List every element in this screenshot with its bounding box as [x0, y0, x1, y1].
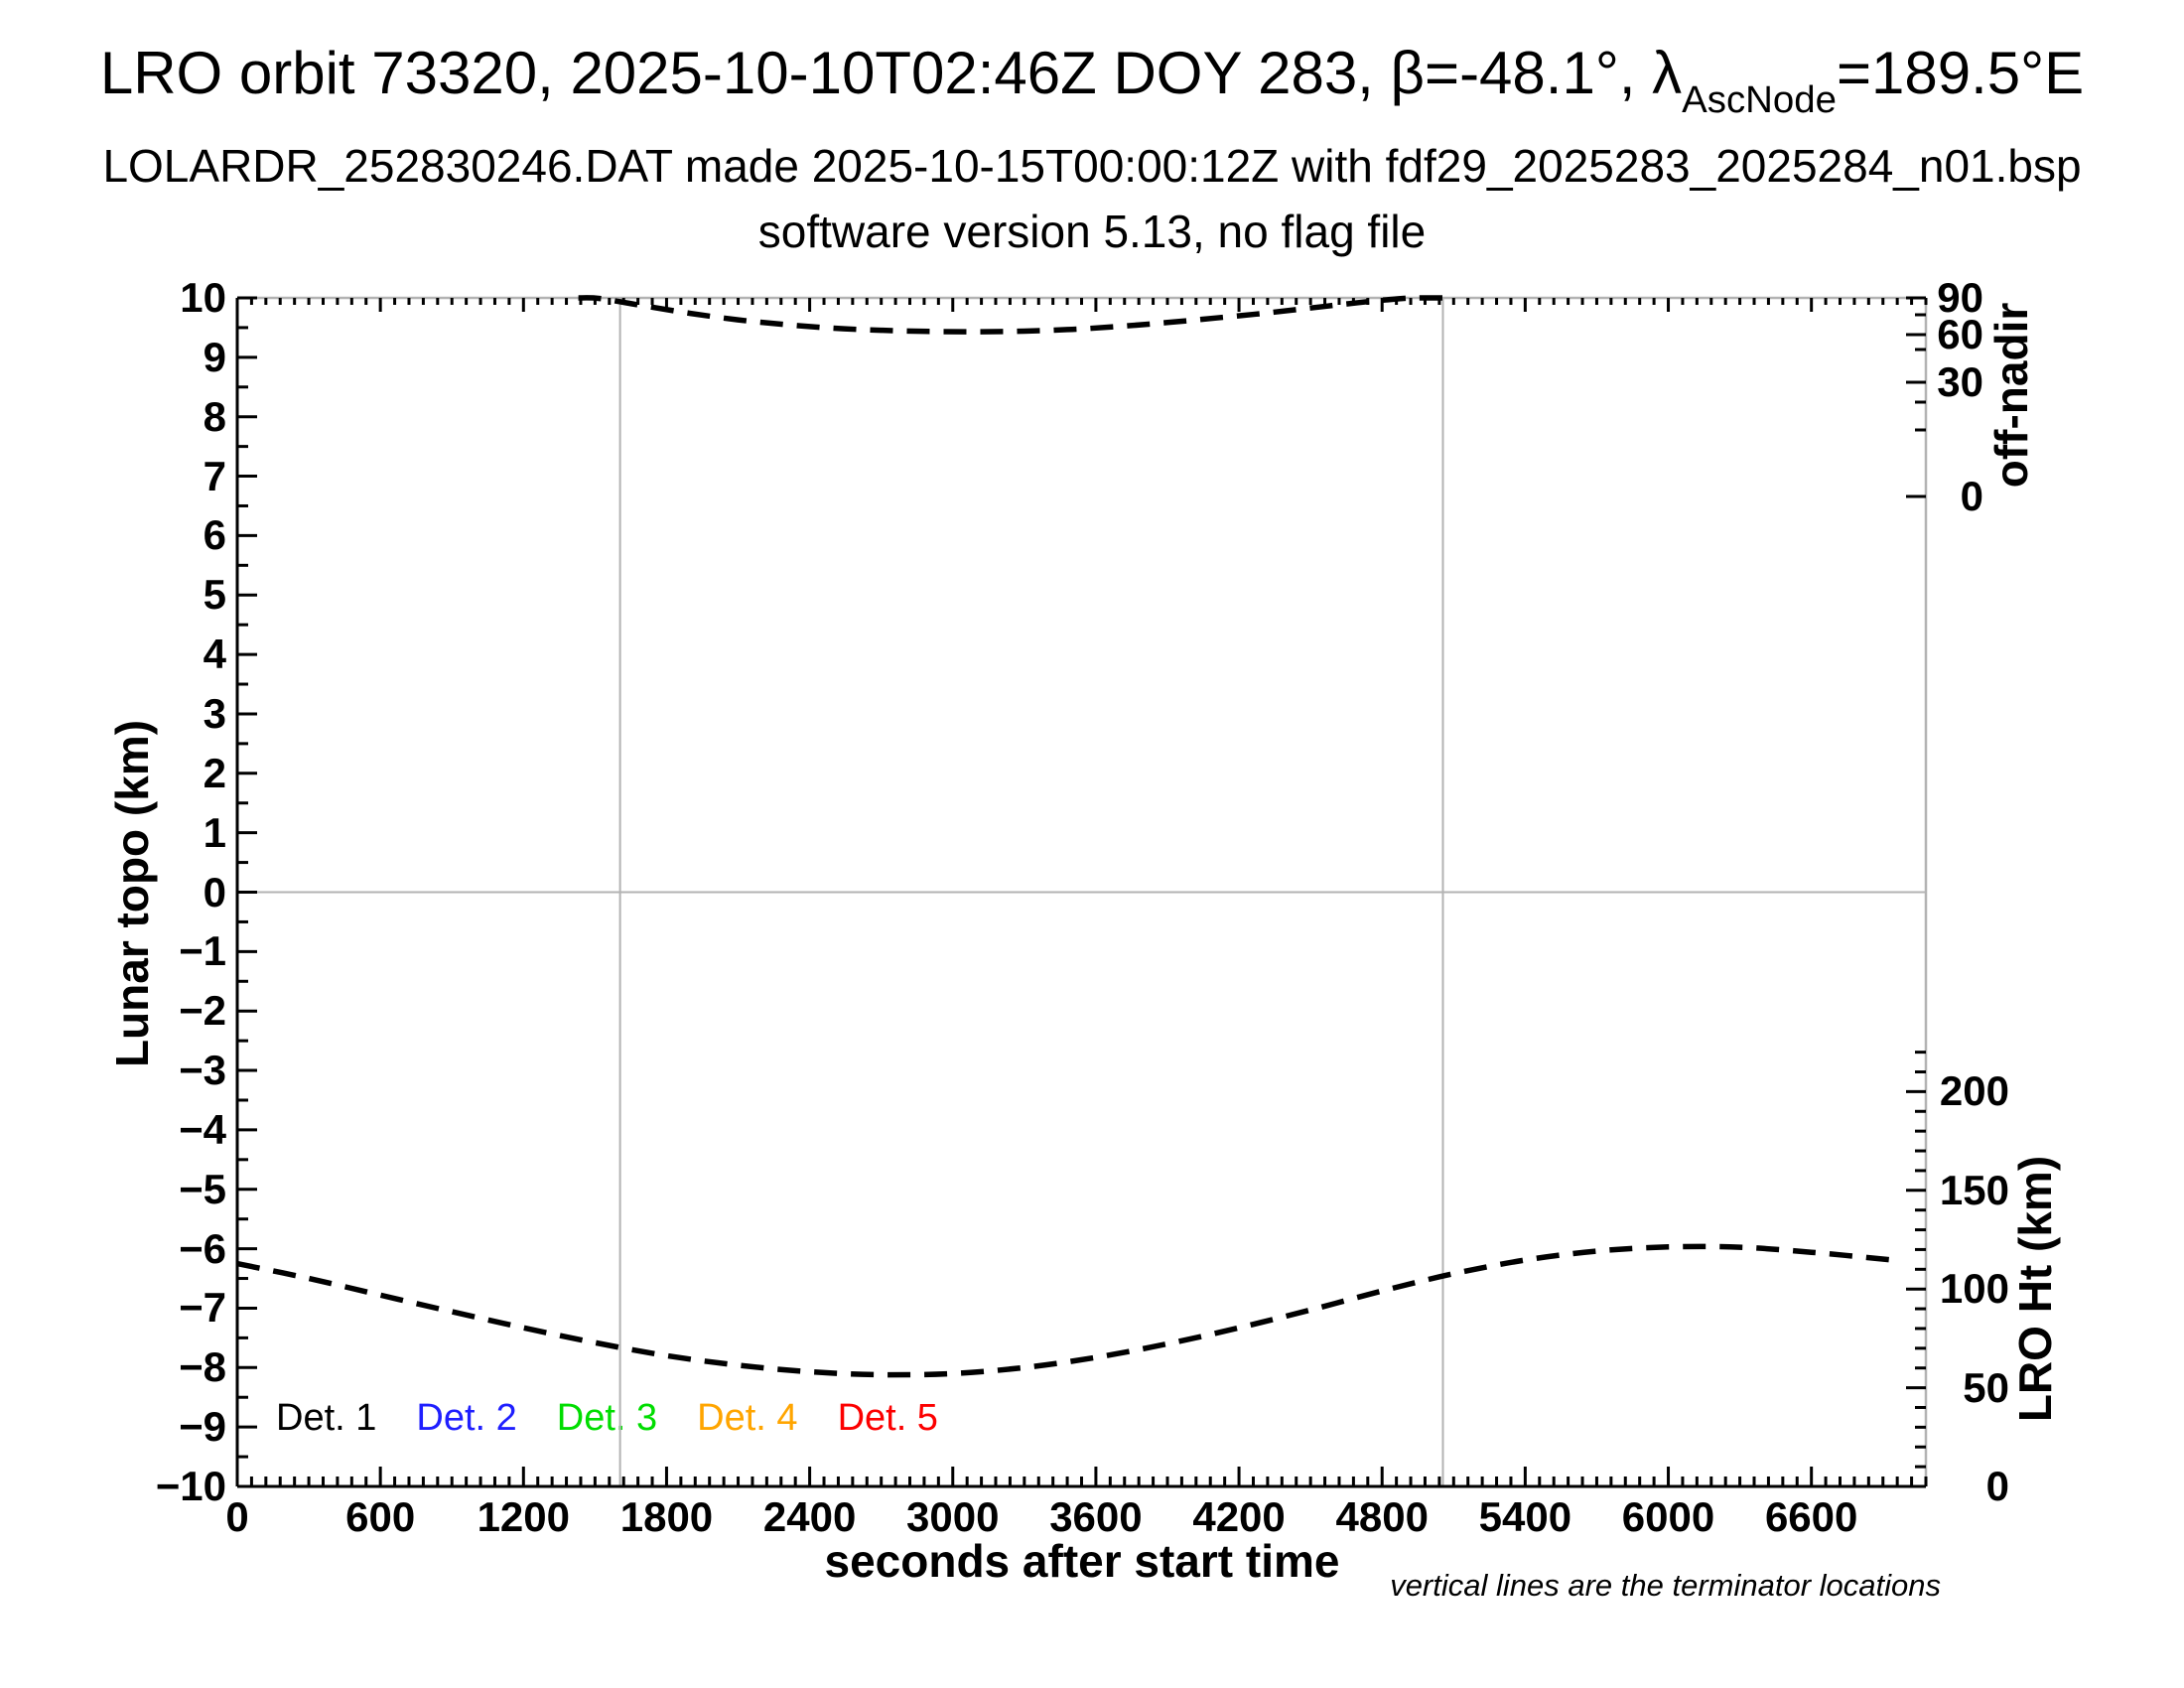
legend-item-det2: Det. 2 [416, 1397, 517, 1439]
y-left-tick-label-−1: −1 [179, 927, 226, 975]
subtitle-version-line: software version 5.13, no flag file [757, 206, 1427, 257]
y-left-tick-label-4: 4 [203, 631, 226, 678]
y-left-tick-label-6: 6 [203, 511, 226, 559]
page-title: LRO orbit 73320, 2025-10-10T02:46Z DOY 2… [0, 40, 2184, 119]
y-left-tick-label-0: 0 [203, 868, 226, 915]
off-nadir-tick-label-60: 60 [1937, 311, 1983, 357]
legend-item-det3: Det. 3 [556, 1397, 658, 1439]
x-tick-label-0: 0 [225, 1493, 249, 1540]
y-left-tick-label-−10: −10 [155, 1463, 226, 1509]
y-left-tick-label-−2: −2 [179, 987, 226, 1035]
y-left-tick-label-−9: −9 [179, 1403, 226, 1451]
terminator-note: vertical lines are the terminator locati… [1390, 1568, 1941, 1603]
y-left-tick-label-−4: −4 [179, 1105, 226, 1153]
lro-ht-tick-label-150: 150 [1939, 1166, 2009, 1213]
y-left-tick-label-9: 9 [203, 333, 226, 380]
x-tick-label-600: 600 [345, 1493, 416, 1540]
y-left-tick-label-1: 1 [203, 808, 226, 856]
legend-item-det4: Det. 4 [697, 1397, 798, 1439]
y-left-tick-label-7: 7 [203, 452, 226, 499]
legend-item-det5: Det. 5 [837, 1397, 938, 1439]
y-left-tick-label-8: 8 [203, 392, 226, 440]
subtitle-file-line: LOLARDR_252830246.DAT made 2025-10-15T00… [102, 140, 2082, 192]
y-left-tick-label-−7: −7 [179, 1284, 226, 1332]
detector-legend: Det. 1 Det. 2 Det. 3 Det. 4 Det. 5 [276, 1396, 938, 1440]
y-left-tick-label-2: 2 [203, 749, 226, 796]
off-nadir-tick-label-0: 0 [1960, 473, 1983, 519]
lro-ht-tick-label-100: 100 [1939, 1265, 2009, 1313]
curve-LRO-height [236, 1243, 1893, 1378]
y-left-tick-label-5: 5 [203, 571, 226, 619]
y-left-tick-label-10: 10 [180, 274, 226, 321]
lro-ht-tick-label-0: 0 [1985, 1463, 2009, 1509]
x-tick-label-2400: 2400 [762, 1493, 857, 1540]
x-tick-label-6600: 6600 [1764, 1493, 1858, 1540]
lro-ht-tick-label-200: 200 [1939, 1067, 2009, 1115]
title-main: LRO orbit 73320, 2025-10-10T02:46Z DOY 2… [99, 40, 1683, 106]
legend-item-det1: Det. 1 [276, 1397, 377, 1439]
title-suffix: =189.5°E [1836, 40, 2085, 106]
x-axis-title: seconds after start time [824, 1535, 1340, 1587]
off-nadir-tick-label-30: 30 [1937, 358, 1983, 405]
x-tick-label-4200: 4200 [1192, 1493, 1286, 1540]
y-left-tick-label-−3: −3 [179, 1047, 226, 1094]
x-tick-label-5400: 5400 [1478, 1493, 1572, 1540]
y-left-tick-label-−6: −6 [179, 1224, 226, 1272]
x-tick-label-6000: 6000 [1621, 1493, 1715, 1540]
x-tick-label-4800: 4800 [1335, 1493, 1429, 1540]
x-tick-label-1200: 1200 [477, 1493, 571, 1540]
x-tick-label-3000: 3000 [906, 1493, 1000, 1540]
curve-off-nadir-angle [578, 295, 1447, 335]
title-subscript: AscNode [1682, 78, 1837, 122]
y-left-tick-label-−5: −5 [179, 1165, 226, 1212]
y-left-tick-label-3: 3 [203, 689, 226, 737]
x-tick-label-1800: 1800 [619, 1493, 714, 1540]
lro-ht-tick-label-50: 50 [1963, 1363, 2009, 1411]
y-left-tick-label-−8: −8 [179, 1343, 226, 1391]
x-tick-label-3600: 3600 [1049, 1493, 1143, 1540]
off-nadir-tick-label-90: 90 [1937, 274, 1983, 321]
